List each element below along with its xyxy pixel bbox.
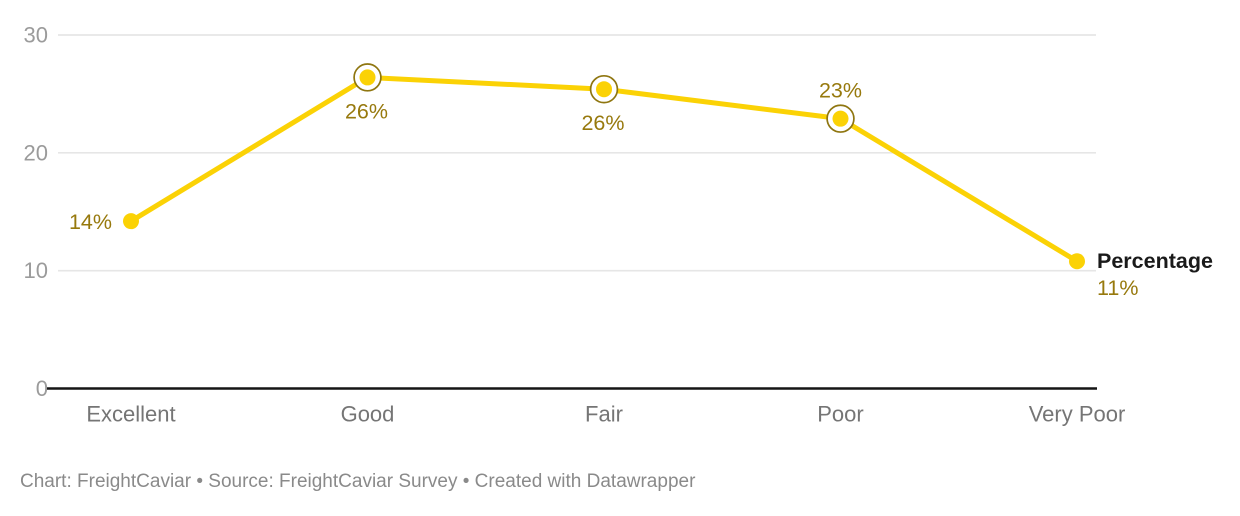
chart-footer-attribution: Chart: FreightCaviar • Source: FreightCa… xyxy=(20,471,696,492)
data-point xyxy=(832,110,849,127)
value-label: 11% xyxy=(1097,276,1138,300)
y-tick-label: 10 xyxy=(24,258,48,283)
y-tick-label: 0 xyxy=(36,376,48,401)
data-point xyxy=(596,81,612,98)
value-label: 23% xyxy=(819,79,862,103)
category-label: Very Poor xyxy=(1029,402,1126,427)
y-tick-label: 20 xyxy=(24,140,48,165)
line-chart: 0 10 20 30 14% 26% 26% 23% 11% Percentage Excellen… xyxy=(24,23,1213,427)
data-point xyxy=(1069,253,1085,270)
value-label: 26% xyxy=(581,111,624,135)
category-label: Good xyxy=(341,402,395,427)
value-label: 14% xyxy=(69,210,112,234)
series-label: Percentage xyxy=(1097,249,1213,273)
y-tick-label: 30 xyxy=(24,23,48,48)
value-label: 26% xyxy=(345,99,388,123)
data-point xyxy=(359,69,376,86)
series-line xyxy=(128,74,1080,264)
category-label: Fair xyxy=(585,402,623,427)
category-label: Excellent xyxy=(86,402,175,427)
data-point xyxy=(123,213,139,230)
category-label: Poor xyxy=(817,402,863,427)
